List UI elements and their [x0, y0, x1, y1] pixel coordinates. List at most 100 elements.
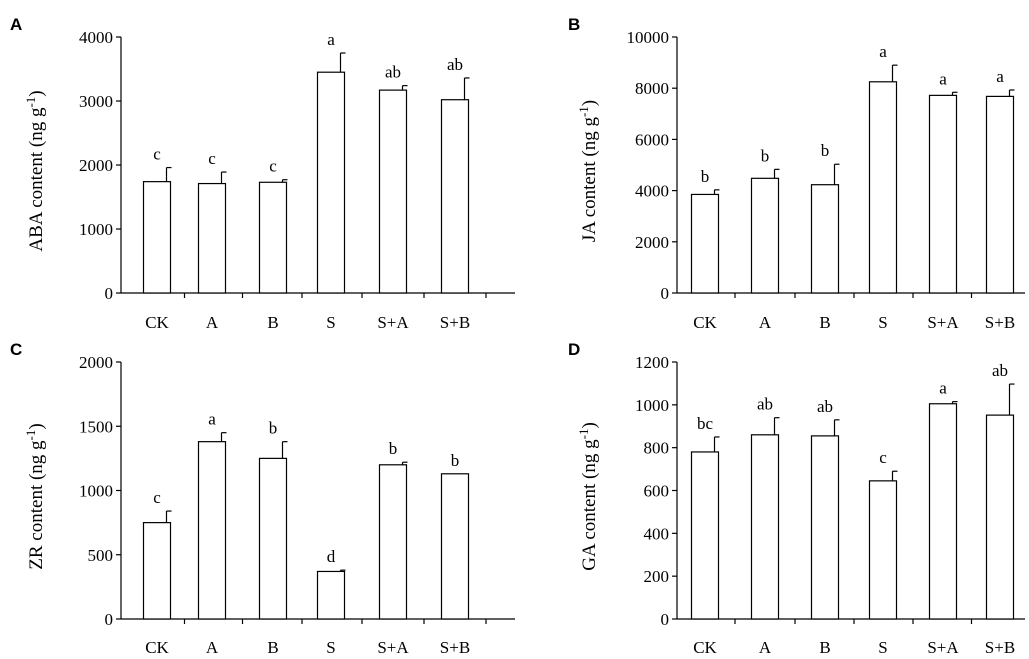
y-tick-label: 0 [105, 610, 114, 629]
bar-CK [142, 522, 172, 620]
panel-c: C 0 500 1000 1500 2000 ZR content (ng g-1) c CK a… [10, 340, 515, 657]
bar-S+A [928, 403, 958, 620]
bar-S+B [440, 99, 470, 294]
panel-d: D 0 200 400 600 800 1000 1200 GA content (ng g-1… [568, 340, 1025, 657]
bar-CK [690, 451, 720, 620]
significance-letter: c [879, 448, 887, 467]
y-tick-label: 2000 [79, 156, 113, 175]
bar-S [868, 480, 898, 620]
x-tick-label: S+B [440, 313, 470, 332]
y-tick-label: 2000 [79, 353, 113, 372]
x-tick-label: CK [693, 313, 717, 332]
panel-letter: A [10, 15, 22, 34]
x-tick-label: A [206, 313, 219, 332]
x-tick-label: S [326, 638, 335, 657]
x-tick-label: CK [145, 313, 169, 332]
x-tick-label: S+A [927, 313, 959, 332]
x-tick-label: S+B [440, 638, 470, 657]
significance-letter: ab [817, 397, 833, 416]
significance-letter: c [208, 149, 216, 168]
significance-letter: d [327, 547, 336, 566]
bar-S [868, 81, 898, 294]
x-tick-label: A [759, 638, 772, 657]
x-tick-label: S+A [377, 638, 409, 657]
y-axis-label: ZR content (ng g-1) [23, 423, 47, 569]
y-tick-label: 1000 [635, 396, 669, 415]
x-tick-label: S+B [985, 638, 1015, 657]
bar-S+B [985, 95, 1015, 294]
x-tick-label: B [819, 638, 830, 657]
bar-S+A [378, 89, 408, 294]
x-tick-label: A [759, 313, 772, 332]
significance-letter: a [879, 42, 887, 61]
significance-letter: a [208, 410, 216, 429]
panel-letter: D [568, 340, 580, 359]
significance-letter: bc [697, 414, 714, 433]
bar-CK [142, 181, 172, 294]
panel-a: A 0 1000 2000 3000 4000 ABA content (ng g-1) c C… [10, 15, 515, 332]
significance-letter: b [269, 419, 278, 438]
bar-S+A [928, 94, 958, 294]
bar-A [750, 177, 780, 294]
panel-letter: B [568, 15, 580, 34]
significance-letter: ab [757, 395, 773, 414]
bar-S [316, 71, 346, 294]
y-axis-label: GA content (ng g-1) [576, 422, 600, 571]
x-tick-label: S+A [927, 638, 959, 657]
x-tick-label: B [267, 638, 278, 657]
y-tick-label: 800 [644, 439, 670, 458]
significance-letter: ab [992, 361, 1008, 380]
y-tick-label: 0 [661, 610, 670, 629]
y-tick-label: 8000 [635, 79, 669, 98]
y-axis-label: ABA content (ng g-1) [23, 90, 47, 251]
y-tick-label: 400 [644, 524, 670, 543]
significance-letter: c [153, 488, 161, 507]
significance-letter: a [939, 379, 947, 398]
bar-B [810, 184, 840, 294]
x-tick-label: S [326, 313, 335, 332]
x-tick-label: S [878, 313, 887, 332]
y-tick-label: 500 [88, 546, 114, 565]
y-tick-label: 600 [644, 482, 670, 501]
x-tick-label: B [819, 313, 830, 332]
x-tick-label: CK [693, 638, 717, 657]
panel-b: B 0 2000 4000 6000 8000 10000 JA content (ng g-… [568, 15, 1025, 332]
y-tick-label: 200 [644, 567, 670, 586]
significance-letter: ab [447, 55, 463, 74]
significance-letter: a [939, 69, 947, 88]
y-tick-label: 6000 [635, 130, 669, 149]
significance-letter: b [389, 439, 398, 458]
x-tick-label: B [267, 313, 278, 332]
y-tick-label: 10000 [627, 28, 670, 47]
y-tick-label: 2000 [635, 233, 669, 252]
significance-letter: b [451, 451, 460, 470]
bar-S+B [440, 473, 470, 620]
bar-S+A [378, 464, 408, 620]
bar-CK [690, 193, 720, 294]
significance-letter: b [821, 141, 830, 160]
y-tick-label: 3000 [79, 92, 113, 111]
significance-letter: a [327, 30, 335, 49]
bar-A [197, 182, 227, 294]
significance-letter: a [996, 67, 1004, 86]
significance-letter: c [153, 145, 161, 164]
bar-B [258, 457, 288, 620]
y-tick-label: 1000 [79, 220, 113, 239]
x-tick-label: A [206, 638, 219, 657]
y-tick-label: 1200 [635, 353, 669, 372]
bar-B [810, 435, 840, 620]
x-tick-label: S+B [985, 313, 1015, 332]
x-tick-label: CK [145, 638, 169, 657]
x-tick-label: S+A [377, 313, 409, 332]
bar-A [197, 441, 227, 620]
bar-S+B [985, 414, 1015, 620]
y-tick-label: 4000 [79, 28, 113, 47]
significance-letter: ab [385, 63, 401, 82]
y-tick-label: 0 [105, 284, 114, 303]
y-tick-label: 0 [661, 284, 670, 303]
y-tick-label: 1500 [79, 417, 113, 436]
significance-letter: b [701, 167, 710, 186]
significance-letter: b [761, 146, 770, 165]
y-tick-label: 1000 [79, 482, 113, 501]
